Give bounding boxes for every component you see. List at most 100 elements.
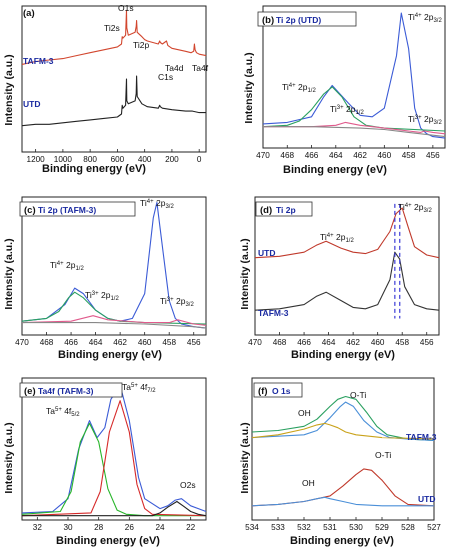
annotation-c-ti3-2p12: Ti3+ 2p1/2 xyxy=(85,290,119,302)
panel-title-box-e xyxy=(19,382,123,398)
annotation-f-oti-top: O-Ti xyxy=(350,390,366,400)
series-line-e-0 xyxy=(21,384,207,514)
charts-layer: 1200 1000 800 600 400 200 0 470 468 466 464 462 460 4… xyxy=(15,5,446,532)
annotation-d-ti4-2p12: Ti4+ 2p1/2 xyxy=(320,232,354,244)
x-tick-label-d-458: 458 xyxy=(395,338,409,347)
y-axis-label-f: Intensity (a.u.) xyxy=(239,422,251,493)
x-tick-label-f-532: 532 xyxy=(297,523,311,532)
x-tick-label-a-200: 200 xyxy=(165,155,179,164)
series-line-c-0 xyxy=(21,201,207,329)
x-tick-label-c-456: 456 xyxy=(187,338,201,347)
annotation-c-ti4-2p12: Ti4+ 2p1/2 xyxy=(50,260,84,272)
x-tick-label-f-527: 527 xyxy=(427,523,441,532)
series-line-a-1 xyxy=(21,75,206,127)
x-tick-label-c-470: 470 xyxy=(15,338,29,347)
y-axis-label-e: Intensity (a.u.) xyxy=(3,422,15,493)
annotation-b-ti3-2p32: Ti3+ 2p3/2 xyxy=(408,114,442,126)
x-tick-label-c-462: 462 xyxy=(113,338,127,347)
plot-frame-b xyxy=(262,5,446,149)
x-tick-label-f-529: 529 xyxy=(375,523,389,532)
series-line-c-3 xyxy=(22,322,207,329)
annotation-b-ti4-2p12: Ti4+ 2p1/2 xyxy=(282,82,316,94)
series-line-a-0 xyxy=(21,9,207,65)
x-tick-label-d-460: 460 xyxy=(371,338,385,347)
x-tick-label-f-533: 533 xyxy=(271,523,285,532)
plot-frame-c xyxy=(21,196,207,336)
x-tick-label-c-464: 464 xyxy=(89,338,103,347)
legend-label-utd: UTD xyxy=(23,99,40,109)
chart-b: 470 468 466 464 462 460 458 456 xyxy=(256,5,446,160)
annotation-e-o2s: O2s xyxy=(180,480,196,490)
annotation-d-ti4-2p32: Ti4+ 2p3/2 xyxy=(398,202,432,214)
x-axis-label-a: Binding energy (eV) xyxy=(42,163,146,175)
x-tick-label-b-466: 466 xyxy=(305,151,319,160)
y-axis-label-c: Intensity (a.u.) xyxy=(3,238,15,309)
x-tick-label-c-460: 460 xyxy=(138,338,152,347)
x-tick-label-d-462: 462 xyxy=(346,338,360,347)
x-tick-label-d-456: 456 xyxy=(420,338,434,347)
annotation-ti2s: Ti2s xyxy=(104,23,120,33)
x-tick-label-a-600: 600 xyxy=(111,155,125,164)
x-tick-label-b-462: 462 xyxy=(353,151,367,160)
panel-label-d: (d) xyxy=(260,205,272,216)
x-tick-label-b-460: 460 xyxy=(377,151,391,160)
panel-label-e: (e) xyxy=(24,386,36,397)
y-axis-label-b: Intensity (a.u.) xyxy=(243,52,255,123)
x-tick-label-a-0: 0 xyxy=(197,155,202,164)
series-line-e-2 xyxy=(21,400,207,517)
legend-label-d-tafm3: TAFM-3 xyxy=(258,308,289,318)
plot-frame-e xyxy=(21,377,207,521)
x-tick-label-d-466: 466 xyxy=(297,338,311,347)
legend-label-d-utd: UTD xyxy=(258,248,275,258)
annotation-ta4d: Ta4d xyxy=(165,63,184,73)
panel-title-box-c xyxy=(19,201,136,217)
x-axis-label-d: Binding energy (eV) xyxy=(291,349,395,361)
series-line-d-1 xyxy=(254,251,440,311)
annotation-ti2p: Ti2p xyxy=(133,40,149,50)
x-tick-label-f-531: 531 xyxy=(323,523,337,532)
panel-title-f: O 1s xyxy=(272,386,291,396)
x-tick-label-b-456: 456 xyxy=(426,151,440,160)
annotation-o1s: O1s xyxy=(118,3,134,13)
annotation-c-ti3-2p32: Ti3+ 2p3/2 xyxy=(160,296,194,308)
x-tick-label-d-468: 468 xyxy=(273,338,287,347)
y-axis-label-d: Intensity (a.u.) xyxy=(239,238,251,309)
x-tick-label-e-24: 24 xyxy=(155,523,165,532)
chart-e: 32 30 28 26 24 22 xyxy=(21,377,207,532)
series-line-b-3 xyxy=(263,126,446,138)
x-tick-label-a-800: 800 xyxy=(83,155,97,164)
annotation-f-oh-top: OH xyxy=(298,408,311,418)
plot-frame-a xyxy=(21,5,207,153)
annotation-e-ta5-4f72: Ta5+ 4f7/2 xyxy=(122,382,156,394)
x-tick-label-c-466: 466 xyxy=(64,338,78,347)
x-tick-label-e-30: 30 xyxy=(63,523,73,532)
panel-label-b: (b) xyxy=(262,15,274,26)
x-tick-label-e-26: 26 xyxy=(125,523,135,532)
x-tick-label-b-470: 470 xyxy=(256,151,270,160)
legend-label-tafm3: TAFM-3 xyxy=(23,56,54,66)
series-line-d-0 xyxy=(254,207,440,259)
panel-label-a: (a) xyxy=(23,8,35,19)
annotation-c-ti4-2p32: Ti4+ 2p3/2 xyxy=(140,198,174,210)
panel-title-c: Ti 2p (TAFM-3) xyxy=(38,205,96,215)
plot-frame-f xyxy=(251,377,435,521)
panel-title-box-d xyxy=(255,201,313,217)
x-axis-label-b: Binding energy (eV) xyxy=(283,164,387,176)
annotation-b-ti4-2p32: Ti4+ 2p3/2 xyxy=(408,12,442,24)
series-line-f-4 xyxy=(251,496,434,507)
x-tick-label-f-534: 534 xyxy=(245,523,259,532)
annotation-e-ta5-4f52: Ta5+ 4f5/2 xyxy=(46,406,80,418)
x-axis-label-f: Binding energy (eV) xyxy=(290,535,394,547)
x-tick-label-a-1200: 1200 xyxy=(27,155,46,164)
chart-f: 534 533 532 531 530 529 528 527 xyxy=(245,377,441,532)
x-tick-label-e-32: 32 xyxy=(33,523,43,532)
annotation-b-ti3-2p12: Ti3+ 2p1/2 xyxy=(330,104,364,116)
x-axis-label-c: Binding energy (eV) xyxy=(58,349,162,361)
annotation-ta4f: Ta4f xyxy=(192,63,209,73)
panel-title-e: Ta4f (TAFM-3) xyxy=(38,386,94,396)
y-axis-label-a: Intensity (a.u.) xyxy=(3,54,15,125)
series-line-c-2 xyxy=(21,315,207,326)
x-tick-label-b-468: 468 xyxy=(280,151,294,160)
panel-title-box-b xyxy=(257,11,357,27)
